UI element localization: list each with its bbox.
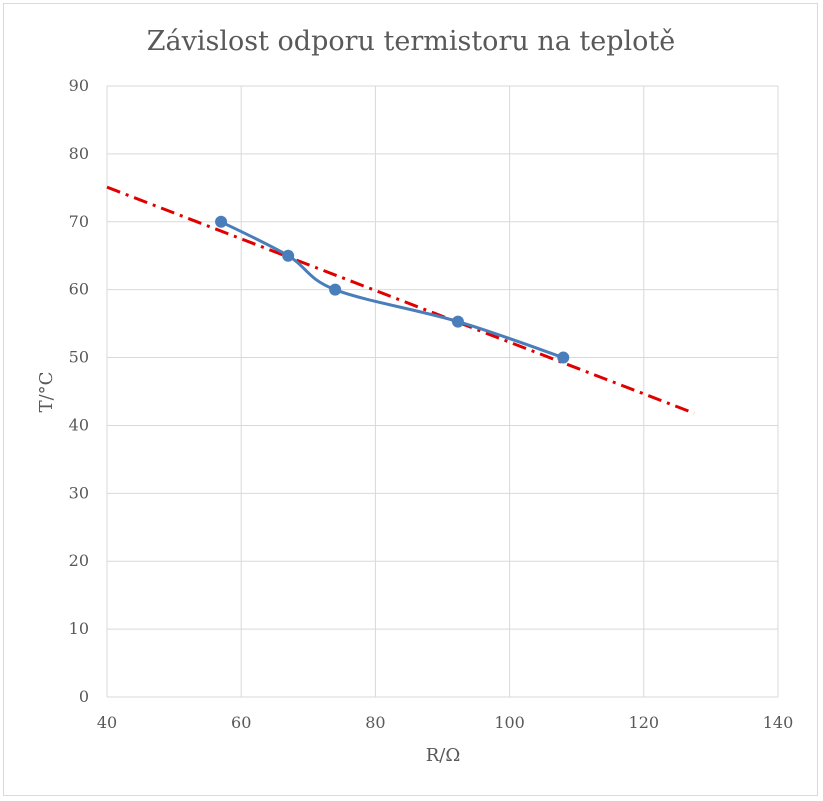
x-axis-label: R/Ω: [426, 745, 461, 766]
data-point: [451, 315, 464, 328]
trendline: [106, 185, 695, 415]
axes: 40 60 80 100 120 140 0 10 20 30 40 50 60 70 80 90: [69, 76, 794, 732]
x-tick-label: 140: [763, 713, 794, 732]
y-tick-label: 30: [69, 483, 89, 502]
data-series: [106, 185, 695, 415]
y-tick-label: 20: [69, 551, 89, 570]
y-tick-label: 70: [69, 212, 89, 231]
chart-title: Závislost odporu termistoru na teplotě: [147, 26, 675, 57]
data-point: [282, 249, 295, 262]
data-point: [215, 215, 228, 228]
y-tick-label: 80: [69, 144, 89, 163]
y-tick-label: 10: [69, 619, 89, 638]
series-line: [220, 220, 564, 359]
x-tick-label: 80: [365, 713, 385, 732]
y-tick-label: 40: [69, 415, 89, 434]
y-axis-label: T/°C: [36, 372, 57, 413]
data-point: [557, 351, 570, 364]
x-tick-label: 120: [629, 713, 660, 732]
x-tick-label: 40: [97, 713, 117, 732]
y-tick-label: 60: [69, 280, 89, 299]
grid-lines: [106, 85, 779, 698]
chart-frame: [3, 3, 818, 796]
x-tick-label: 100: [494, 713, 525, 732]
y-tick-label: 90: [69, 76, 89, 95]
data-point: [329, 283, 342, 296]
x-tick-label: 60: [231, 713, 251, 732]
y-tick-label: 0: [79, 687, 89, 706]
y-tick-label: 50: [69, 348, 89, 367]
